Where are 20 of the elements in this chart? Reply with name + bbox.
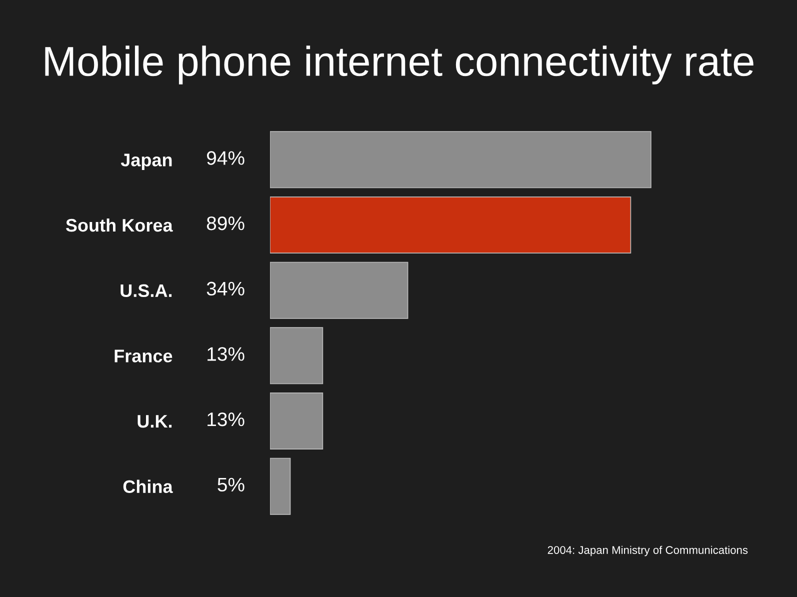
text: 2004: Japan Ministry of Communications (548, 546, 748, 556)
bar (270, 131, 652, 188)
chart-title: Mobile phone internet connectivity rate (45, 46, 754, 84)
y-tick-label: Japan (120, 154, 172, 170)
y-tick-label: South Korea (66, 218, 173, 232)
data-label: 13% (208, 412, 244, 426)
y-tick-label: France (114, 350, 172, 362)
bar (270, 458, 291, 515)
bar (270, 392, 324, 450)
data-label: 5% (218, 478, 244, 492)
bar (270, 327, 324, 384)
bar (270, 196, 632, 254)
data-label: 34% (206, 282, 244, 296)
data-label: 13% (208, 347, 244, 361)
y-tick-label: U.K. (138, 415, 172, 428)
bar (270, 262, 408, 319)
data-label: 89% (206, 216, 244, 230)
y-tick-label: China (123, 480, 173, 494)
data-label: 94% (206, 151, 244, 165)
y-tick-label: U.S.A. (120, 284, 172, 298)
